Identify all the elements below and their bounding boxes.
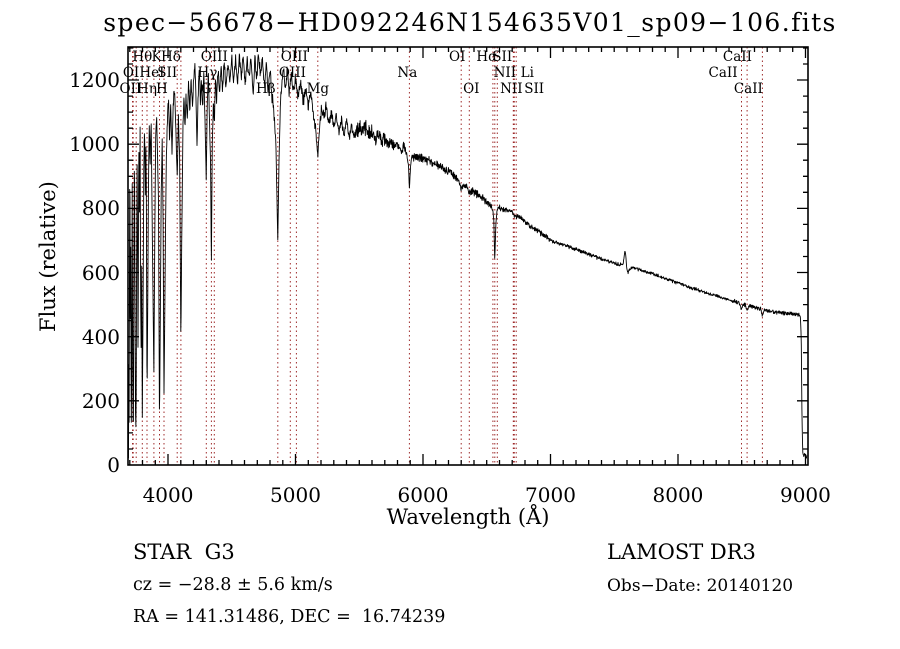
page-title: spec−56678−HD092246N154635V01_sp09−106.f…	[103, 8, 837, 37]
object-class-text: STAR G3	[133, 540, 235, 564]
spectral-line-label: CaII	[722, 49, 752, 65]
spectral-line-label: K	[151, 49, 162, 65]
spectral-line-label: Hγ	[197, 65, 218, 81]
y-tick-label: 0	[107, 453, 120, 477]
spectral-line-label: SII	[157, 65, 178, 81]
spectral-line-label: Hβ	[255, 81, 276, 97]
spectral-line-label: OI	[463, 81, 480, 97]
x-tick-label: 8000	[652, 483, 704, 507]
y-tick-label: 200	[81, 388, 120, 413]
x-tick-label: 7000	[525, 483, 576, 507]
y-tick-label: 400	[81, 324, 120, 349]
y-tick-label: 1000	[69, 132, 120, 157]
x-tick-label: 4000	[142, 483, 194, 507]
coordinates-text: RA = 141.31486, DEC = 16.74239	[133, 607, 446, 627]
x-axis-label: Wavelength (Å)	[386, 505, 550, 529]
spectral-line-label: NII	[493, 65, 517, 81]
spectral-line-label: OI	[449, 49, 466, 65]
spectral-line-label: G	[200, 81, 212, 97]
spectral-line-label: SII	[524, 81, 545, 97]
spectral-line-label: Hδ	[160, 49, 181, 65]
spectral-line-label: Hη	[137, 81, 157, 97]
spectral-line-label: Mg	[306, 81, 330, 97]
spectral-line-label: Li	[520, 65, 534, 81]
spectral-line-label: CaII	[708, 65, 738, 81]
y-tick-label: 800	[81, 196, 120, 221]
axis-ticks	[128, 47, 808, 465]
survey-release-text: LAMOST DR3	[607, 540, 756, 564]
spectral-line-markers	[132, 47, 763, 465]
spectral-line-label: CaII	[733, 81, 763, 97]
spectral-line-label: H	[156, 81, 168, 97]
spectral-line-label: SII	[492, 49, 513, 65]
x-tick-label: 9000	[779, 483, 831, 507]
spectral-line-label: OIII	[280, 49, 308, 65]
spectral-line-label: OIII	[278, 65, 306, 81]
spectral-line-label: HeI	[139, 65, 165, 81]
plot-frame	[127, 46, 809, 466]
obs-date-text: Obs−Date: 20140120	[607, 576, 794, 596]
y-tick-label: 600	[81, 260, 120, 285]
spectral-line-label: NII	[500, 81, 523, 97]
radial-velocity-text: cz = −28.8 ± 5.6 km/s	[133, 575, 333, 595]
spectral-line-label: OI	[122, 65, 140, 81]
spectral-line-label: Na	[397, 65, 418, 81]
y-tick-label: 1200	[69, 68, 120, 93]
x-tick-label: 5000	[270, 483, 321, 507]
spectral-line-label: Hα	[476, 49, 498, 65]
spectral-line-label: OIII	[200, 49, 228, 65]
spectral-line-label: OII	[119, 81, 142, 97]
spectral-line-label: Hθ	[132, 49, 153, 65]
x-tick-label: 6000	[397, 483, 449, 507]
spectrum-trace	[128, 53, 808, 459]
